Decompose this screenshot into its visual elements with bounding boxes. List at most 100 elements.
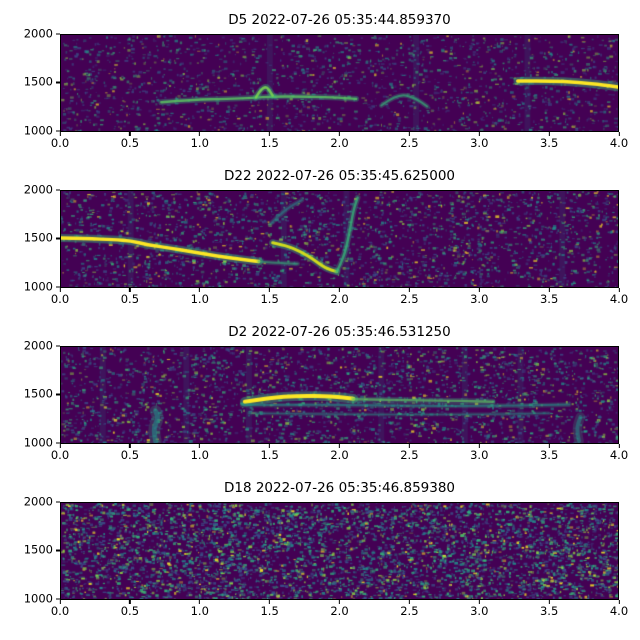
y-tick-label: 1000 xyxy=(24,593,60,606)
y-tick-label: 1500 xyxy=(24,544,60,557)
subplot-d22: D22 2022-07-26 05:35:45.625000 2000 1500 1… xyxy=(0,164,640,320)
x-tick-label: 1.5 xyxy=(260,288,279,306)
x-tick-label: 3.5 xyxy=(540,132,558,150)
spectrogram-plot-area xyxy=(60,34,619,132)
x-tick-label: 2.0 xyxy=(330,288,349,306)
x-axis-tick-labels: 0.0 0.5 1.0 1.5 2.0 2.5 3.0 3.5 4.0 xyxy=(51,288,628,310)
x-tick-label: 0.0 xyxy=(51,132,69,150)
x-tick-mark xyxy=(618,444,620,448)
x-tick-mark xyxy=(269,132,271,136)
x-tick-mark xyxy=(59,444,61,448)
x-tick-mark xyxy=(408,288,410,292)
y-tick-label: 2000 xyxy=(24,496,60,509)
x-tick-mark xyxy=(129,288,131,292)
x-tick-mark xyxy=(129,444,131,448)
y-tick-mark xyxy=(56,442,60,444)
x-tick-label: 2.5 xyxy=(400,600,419,618)
y-axis-tick-labels: 2000 1500 1000 xyxy=(0,340,60,448)
x-tick-mark xyxy=(338,288,341,292)
x-tick-label: 3.5 xyxy=(540,600,558,618)
x-tick-label: 0.5 xyxy=(121,600,139,618)
y-tick-mark xyxy=(56,393,60,396)
x-tick-label: 2.0 xyxy=(330,600,349,618)
x-tick-mark xyxy=(129,600,131,604)
x-tick-mark xyxy=(338,600,341,604)
y-tick-label: 2000 xyxy=(24,340,60,353)
x-tick-label: 2.5 xyxy=(400,132,419,150)
y-axis-tick-labels: 2000 1500 1000 xyxy=(0,496,60,604)
x-tick-label: 1.0 xyxy=(191,600,209,618)
y-axis-tick-labels: 2000 1500 1000 xyxy=(0,184,60,292)
x-tick-mark xyxy=(338,444,341,448)
x-tick-mark xyxy=(408,444,410,448)
x-tick-mark xyxy=(199,444,201,448)
subplot-d18: D18 2022-07-26 05:35:46.859380 2000 1500 1… xyxy=(0,476,640,632)
x-tick-label: 4.0 xyxy=(610,444,628,462)
x-tick-mark xyxy=(129,132,131,136)
y-tick-mark xyxy=(56,33,60,35)
x-tick-label: 0.0 xyxy=(51,444,69,462)
x-tick-mark xyxy=(269,444,271,448)
x-tick-mark xyxy=(478,444,480,448)
x-tick-label: 3.0 xyxy=(470,444,488,462)
x-tick-mark xyxy=(548,132,550,136)
x-tick-label: 0.0 xyxy=(51,288,69,306)
x-tick-mark xyxy=(338,132,341,136)
x-tick-mark xyxy=(478,600,480,604)
y-tick-label: 2000 xyxy=(24,28,60,41)
x-tick-label: 1.0 xyxy=(191,288,209,306)
x-tick-label: 1.5 xyxy=(260,444,279,462)
x-axis-tick-labels: 0.0 0.5 1.0 1.5 2.0 2.5 3.0 3.5 4.0 xyxy=(51,132,628,154)
y-tick-label: 1000 xyxy=(24,125,60,138)
x-tick-mark xyxy=(199,600,201,604)
plot-title: D2 2022-07-26 05:35:46.531250 xyxy=(228,324,451,340)
y-tick-mark xyxy=(56,237,60,240)
y-tick-label: 2000 xyxy=(24,184,60,197)
x-tick-mark xyxy=(548,288,550,292)
x-tick-mark xyxy=(199,288,201,292)
x-tick-mark xyxy=(59,132,61,136)
x-tick-label: 3.5 xyxy=(540,444,558,462)
x-tick-mark xyxy=(269,600,271,604)
y-tick-mark xyxy=(56,81,60,84)
x-tick-label: 0.5 xyxy=(121,132,139,150)
subplot-d5: D5 2022-07-26 05:35:44.859370 2000 1500 10… xyxy=(0,8,640,164)
spectrogram-plot-area xyxy=(60,346,619,444)
y-tick-label: 1000 xyxy=(24,281,60,294)
y-tick-mark xyxy=(56,345,60,347)
x-tick-label: 0.5 xyxy=(121,288,139,306)
y-tick-label: 1500 xyxy=(24,388,60,401)
x-axis-tick-labels: 0.0 0.5 1.0 1.5 2.0 2.5 3.0 3.5 4.0 xyxy=(51,600,628,622)
spectrogram-canvas xyxy=(61,503,618,599)
y-tick-label: 1500 xyxy=(24,232,60,245)
y-tick-mark xyxy=(56,598,60,600)
x-tick-label: 1.5 xyxy=(260,600,279,618)
spectrogram-canvas xyxy=(61,347,618,443)
x-tick-mark xyxy=(618,132,620,136)
plot-title: D5 2022-07-26 05:35:44.859370 xyxy=(228,12,451,28)
x-tick-label: 1.0 xyxy=(191,444,209,462)
y-tick-mark xyxy=(56,549,60,552)
y-tick-mark xyxy=(56,286,60,288)
x-tick-label: 4.0 xyxy=(610,288,628,306)
plot-title: D22 2022-07-26 05:35:45.625000 xyxy=(223,168,456,184)
x-tick-mark xyxy=(548,444,550,448)
x-tick-label: 1.0 xyxy=(191,132,209,150)
x-tick-mark xyxy=(408,132,410,136)
x-tick-label: 2.5 xyxy=(400,444,419,462)
x-tick-mark xyxy=(548,600,550,604)
x-tick-label: 2.0 xyxy=(330,444,349,462)
x-tick-label: 3.5 xyxy=(540,288,558,306)
x-tick-mark xyxy=(408,600,410,604)
y-tick-mark xyxy=(56,130,60,132)
spectrogram-plot-area xyxy=(60,190,619,288)
x-tick-mark xyxy=(269,288,271,292)
y-tick-label: 1000 xyxy=(24,437,60,450)
spectrogram-canvas xyxy=(61,191,618,287)
x-tick-label: 2.5 xyxy=(400,288,419,306)
x-tick-label: 3.0 xyxy=(470,600,488,618)
x-tick-label: 4.0 xyxy=(610,132,628,150)
spectrogram-plot-area xyxy=(60,502,619,600)
y-tick-mark xyxy=(56,501,60,503)
